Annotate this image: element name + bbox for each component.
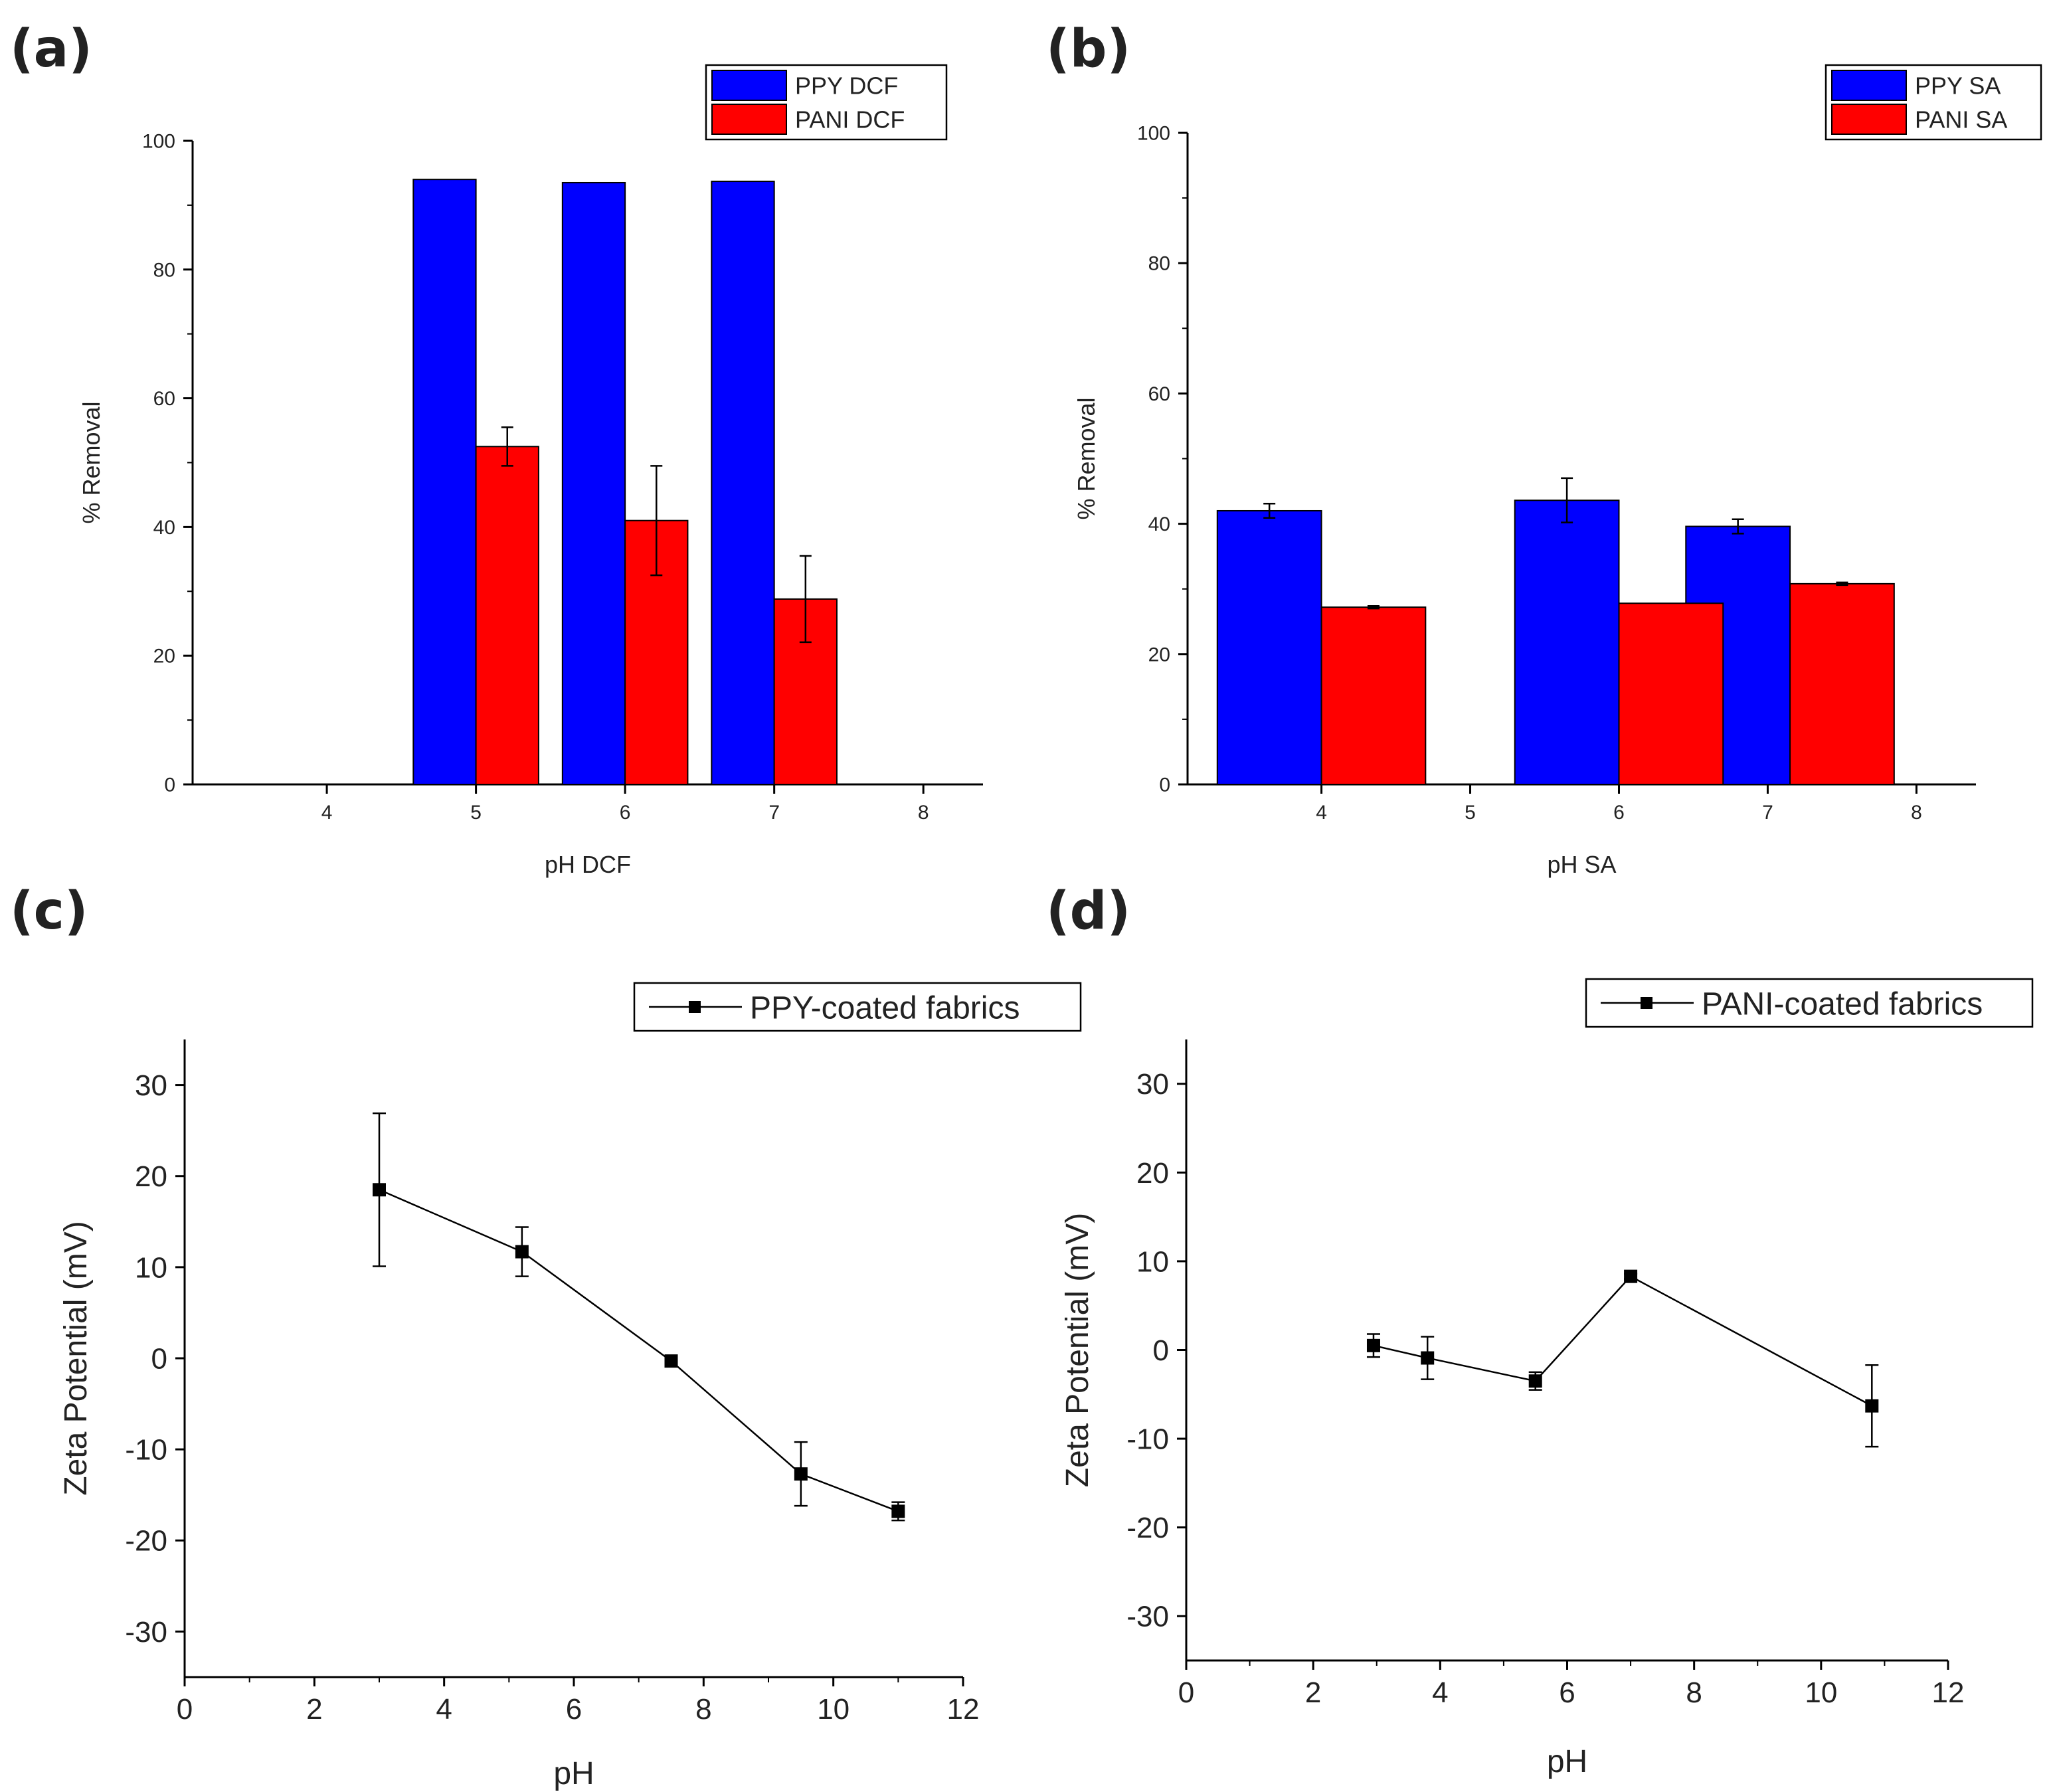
- y-tick-label: 10: [135, 1251, 167, 1284]
- y-tick-label: 40: [153, 517, 175, 539]
- x-tick-label: 10: [1805, 1676, 1837, 1709]
- y-tick-label: 80: [153, 259, 175, 281]
- data-point-marker: [1366, 1338, 1380, 1352]
- x-tick-label: 5: [1465, 802, 1476, 824]
- legend-label: PPY-coated fabrics: [750, 990, 1020, 1026]
- panel-label: (b): [1046, 19, 1130, 79]
- y-tick-label: -10: [125, 1434, 167, 1467]
- x-tick-label: 6: [1559, 1676, 1575, 1709]
- panel-b: (b) 0 20 40 60 80 100 4 5 6 7 8 pH SA % Removal PPY SA…: [1046, 19, 2042, 878]
- legend-label: PPY SA: [1915, 72, 2001, 99]
- legend-swatch: [1831, 104, 1907, 135]
- x-axis-title: pH: [553, 1756, 594, 1791]
- panel-a: (a) 0 20 40 60 80 100 4 5 6 7 8 pH DCF % Removal PPY D…: [10, 19, 983, 878]
- data-point-marker: [1528, 1374, 1542, 1388]
- legend-label: PANI DCF: [795, 106, 905, 133]
- x-tick-label: 8: [1911, 802, 1922, 824]
- legend-swatch: [1831, 70, 1907, 101]
- y-tick-label: -20: [1126, 1512, 1169, 1544]
- x-tick-label: 6: [1613, 802, 1625, 824]
- y-tick-label: 20: [135, 1160, 167, 1193]
- bar-ppy-dcf: [561, 181, 626, 785]
- x-tick-label: 8: [1686, 1676, 1702, 1709]
- y-tick-label: 20: [1136, 1157, 1169, 1190]
- bar-pani-sa: [1320, 606, 1427, 786]
- y-tick-label: 60: [1148, 383, 1170, 405]
- data-point-marker: [515, 1245, 529, 1259]
- x-tick-label: 8: [695, 1693, 711, 1726]
- y-tick-label: 100: [142, 131, 175, 153]
- x-tick-label: 0: [1178, 1676, 1194, 1709]
- panel-c: (c) -30 -20 -10 0 10 20 30 0 2 4 6 8 10 12 pH Zeta Poten…: [10, 881, 1082, 1791]
- y-tick-label: 30: [1136, 1068, 1169, 1101]
- y-tick-label: 80: [1148, 253, 1170, 275]
- panel-label: (a): [10, 19, 92, 79]
- y-axis-title: % Removal: [78, 401, 105, 523]
- legend-marker-sample: [689, 1001, 701, 1013]
- y-tick-label: -30: [125, 1616, 167, 1649]
- data-point-marker: [664, 1354, 678, 1368]
- x-tick-label: 2: [306, 1693, 322, 1726]
- legend-label: PANI-coated fabrics: [1702, 986, 1983, 1022]
- data-point-marker: [794, 1467, 808, 1481]
- y-axis-title: % Removal: [1073, 397, 1100, 519]
- x-tick-label: 4: [1432, 1676, 1448, 1709]
- x-tick-label: 2: [1305, 1676, 1321, 1709]
- x-tick-label: 6: [566, 1693, 582, 1726]
- y-tick-label: 0: [151, 1342, 167, 1375]
- legend-swatch: [711, 70, 787, 101]
- data-point-marker: [1421, 1351, 1435, 1365]
- data-point-marker: [373, 1183, 386, 1197]
- data-point-marker: [1624, 1269, 1638, 1283]
- y-tick-label: 40: [1148, 513, 1170, 535]
- x-tick-label: 8: [918, 802, 929, 824]
- data-point-marker: [891, 1504, 905, 1518]
- x-tick-label: 4: [1316, 802, 1327, 824]
- y-tick-label: -20: [125, 1525, 167, 1558]
- y-tick-label: 100: [1137, 123, 1170, 145]
- panel-label: (d): [1046, 881, 1130, 941]
- y-tick-label: 20: [153, 646, 175, 668]
- x-tick-label: 4: [321, 802, 333, 824]
- bar-pani-dcf: [475, 446, 539, 786]
- legend-marker-sample: [1641, 997, 1652, 1009]
- x-axis-title: pH DCF: [545, 851, 631, 878]
- bar-pani-sa: [1789, 582, 1895, 785]
- x-tick-label: 10: [817, 1693, 849, 1726]
- x-tick-label: 4: [436, 1693, 452, 1726]
- y-tick-label: 0: [1159, 774, 1170, 796]
- legend-label: PPY DCF: [795, 72, 898, 99]
- y-tick-label: 30: [135, 1069, 167, 1102]
- y-tick-label: 0: [1153, 1334, 1169, 1367]
- data-point-marker: [1865, 1399, 1879, 1413]
- x-tick-label: 6: [620, 802, 631, 824]
- panel-label: (c): [10, 881, 88, 941]
- bar-ppy-sa: [1216, 509, 1322, 785]
- y-tick-label: -30: [1126, 1601, 1169, 1633]
- x-tick-label: 5: [470, 802, 482, 824]
- y-tick-label: -10: [1126, 1423, 1169, 1455]
- bar-pani-sa: [1618, 602, 1724, 785]
- x-tick-label: 0: [177, 1693, 193, 1726]
- x-axis-title: pH: [1547, 1744, 1587, 1779]
- x-tick-label: 12: [947, 1693, 980, 1726]
- y-tick-label: 0: [164, 774, 175, 796]
- bar-ppy-sa: [1514, 499, 1620, 785]
- x-tick-label: 7: [768, 802, 780, 824]
- x-axis-title: pH SA: [1547, 851, 1616, 878]
- bar-ppy-dcf: [711, 181, 775, 785]
- x-tick-label: 12: [1932, 1676, 1965, 1709]
- y-tick-label: 60: [153, 388, 175, 410]
- bar-ppy-dcf: [412, 179, 477, 785]
- panel-d: (d) -30 -20 -10 0 10 20 30 0 2 4 6 8 10 12 pH Zeta Poten…: [1046, 881, 2034, 1779]
- y-axis-title: Zeta Potential (mV): [1060, 1213, 1095, 1487]
- y-tick-label: 10: [1136, 1245, 1169, 1278]
- legend-label: PANI SA: [1915, 106, 2007, 133]
- y-axis-title: Zeta Potential (mV): [58, 1221, 94, 1495]
- y-tick-label: 20: [1148, 644, 1170, 666]
- x-tick-label: 7: [1762, 802, 1773, 824]
- legend-swatch: [711, 104, 787, 135]
